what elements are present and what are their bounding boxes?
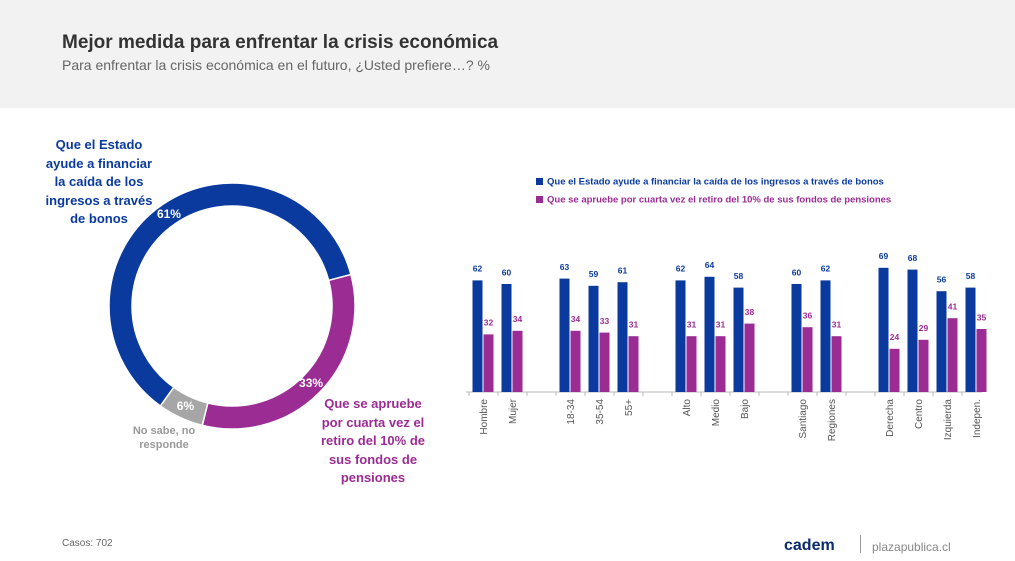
value-label: 69	[879, 251, 889, 261]
donut-value-label: 61%	[157, 207, 181, 221]
x-tick-label: Bajo	[740, 399, 751, 419]
value-label: 58	[966, 271, 976, 281]
x-tick-label: Alto	[682, 399, 693, 417]
x-tick-label: Santiago	[798, 399, 809, 439]
value-label: 61	[618, 265, 628, 275]
value-label: 58	[734, 271, 744, 281]
x-tick-label: Regiones	[827, 399, 838, 441]
bar	[588, 285, 599, 392]
bar	[802, 327, 813, 392]
x-tick-label: Mujer	[508, 398, 519, 424]
value-label: 31	[832, 319, 842, 329]
donut-category-label: Que el Estado ayude a financiar la caída…	[45, 137, 153, 226]
value-label: 34	[571, 314, 581, 324]
bar	[947, 318, 958, 392]
bar	[889, 348, 900, 392]
bar	[686, 336, 697, 392]
subtitle: Para enfrentar la crisis económica en el…	[62, 57, 490, 73]
value-label: 56	[937, 274, 947, 284]
bar	[472, 280, 483, 392]
bar	[559, 278, 570, 392]
bar	[512, 330, 523, 392]
legend-label: Que se apruebe por cuarta vez el retiro …	[547, 195, 891, 206]
bar	[675, 280, 686, 392]
donut-category-label: No sabe, no responde	[132, 425, 196, 451]
bar	[791, 284, 802, 392]
value-label: 31	[687, 319, 697, 329]
donut-segment	[159, 386, 209, 427]
value-label: 60	[502, 267, 512, 277]
value-label: 63	[560, 262, 570, 272]
cases-note: Casos: 702	[62, 538, 113, 549]
bar	[501, 284, 512, 392]
x-tick-label: 55+	[624, 399, 635, 416]
x-tick-label: Centro	[914, 399, 925, 429]
value-label: 59	[589, 269, 599, 279]
value-label: 68	[908, 253, 918, 263]
value-label: 60	[792, 267, 802, 277]
bar	[715, 336, 726, 392]
value-label: 24	[890, 332, 900, 342]
bar	[918, 339, 929, 392]
x-tick-label: 35-54	[595, 399, 606, 425]
bar	[617, 282, 628, 392]
donut-category-label: Que se apruebe por cuarta vez el retiro …	[320, 396, 426, 485]
value-label: 36	[803, 310, 813, 320]
value-label: 64	[705, 260, 715, 270]
value-label: 38	[745, 307, 755, 317]
bar	[965, 287, 976, 392]
donut-value-label: 6%	[177, 399, 195, 413]
value-label: 29	[919, 323, 929, 333]
bar	[628, 336, 639, 392]
bar	[733, 287, 744, 392]
value-label: 31	[716, 319, 726, 329]
legend-label: Que el Estado ayude a financiar la caída…	[547, 177, 884, 188]
x-tick-label: Indepen.	[972, 399, 983, 438]
header-band	[0, 0, 1015, 108]
donut-segment	[108, 182, 352, 408]
separator	[860, 535, 861, 553]
value-label: 35	[977, 312, 987, 322]
x-tick-label: Derecha	[885, 399, 896, 437]
legend-swatch	[536, 178, 543, 185]
value-label: 41	[948, 301, 958, 311]
bar	[483, 334, 494, 392]
bar	[878, 267, 889, 392]
site: plazapublica.cl	[872, 540, 951, 554]
bar	[936, 291, 947, 392]
x-tick-label: Medio	[711, 399, 722, 427]
bar	[744, 323, 755, 392]
value-label: 62	[676, 264, 686, 274]
bar	[976, 329, 987, 392]
legend-swatch	[536, 196, 543, 203]
bar	[599, 332, 610, 392]
value-label: 31	[629, 319, 639, 329]
donut-value-label: 33%	[299, 376, 323, 390]
x-tick-label: 18-34	[566, 399, 577, 425]
value-label: 34	[513, 314, 523, 324]
x-tick-label: Hombre	[479, 399, 490, 435]
value-label: 33	[600, 316, 610, 326]
value-label: 62	[821, 264, 831, 274]
value-label: 32	[484, 318, 494, 328]
value-label: 62	[473, 264, 483, 274]
bar	[704, 276, 715, 392]
bar	[570, 330, 581, 392]
logo: cadem	[784, 537, 835, 554]
bar	[907, 269, 918, 392]
x-tick-label: Izquierda	[943, 399, 954, 441]
bar	[820, 280, 831, 392]
bar	[831, 336, 842, 392]
title: Mejor medida para enfrentar la crisis ec…	[62, 32, 499, 53]
